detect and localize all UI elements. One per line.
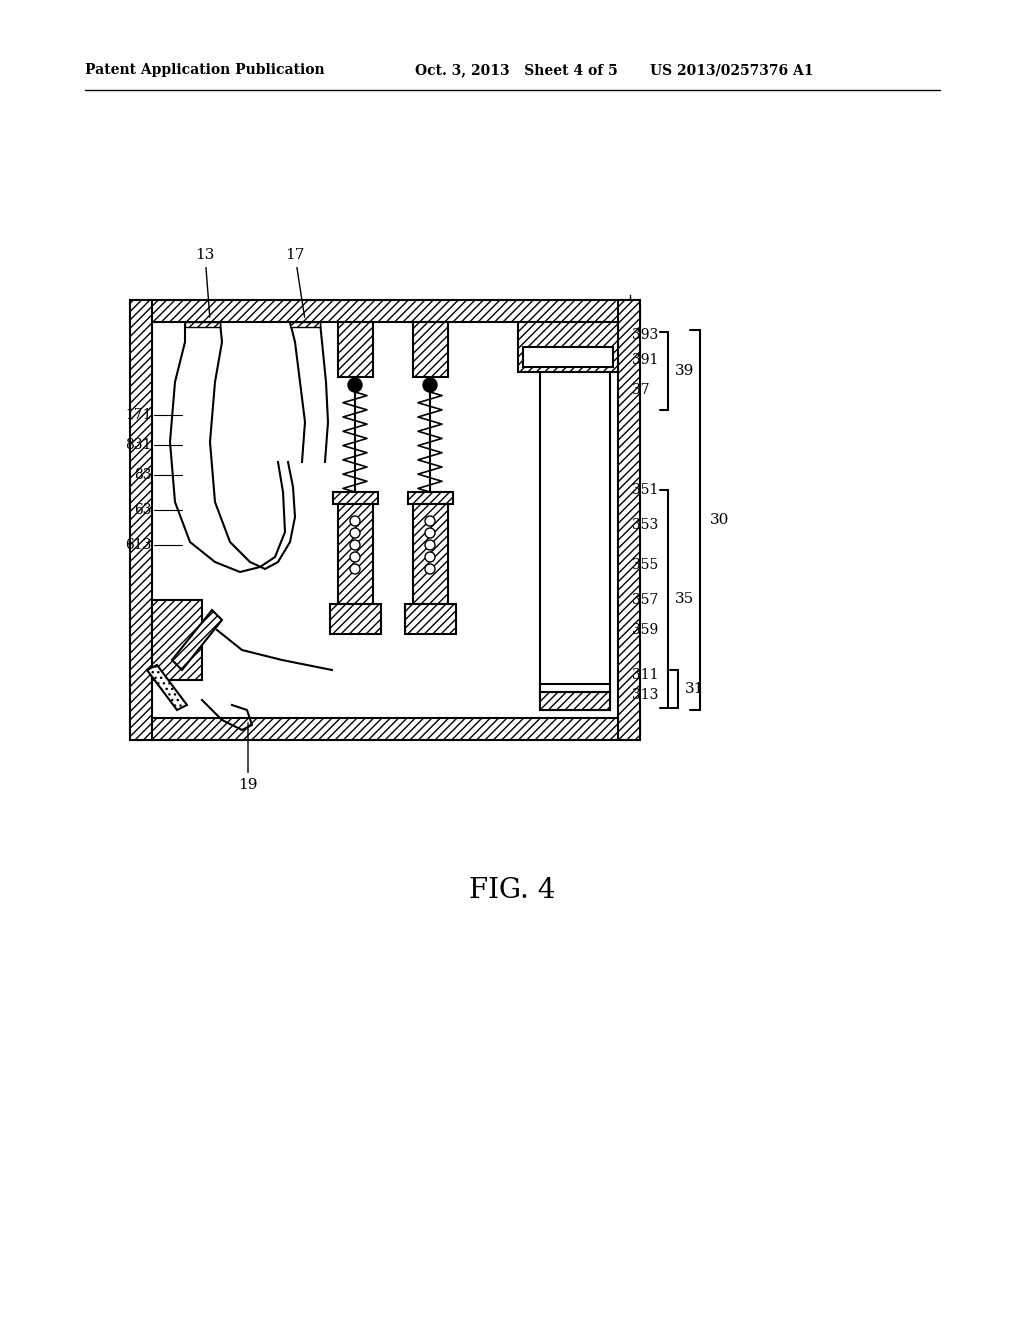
Bar <box>130 300 152 741</box>
Text: 613: 613 <box>126 539 152 552</box>
Circle shape <box>425 564 435 574</box>
Bar <box>540 330 610 710</box>
Circle shape <box>425 540 435 550</box>
Text: FIG. 4: FIG. 4 <box>469 876 555 903</box>
Bar <box>540 684 610 692</box>
Circle shape <box>350 528 360 539</box>
Text: 351: 351 <box>632 483 658 498</box>
Text: Patent Application Publication: Patent Application Publication <box>85 63 325 77</box>
Text: 313: 313 <box>632 688 658 702</box>
Circle shape <box>423 378 437 392</box>
Bar <box>338 322 373 378</box>
Text: 17: 17 <box>286 248 305 317</box>
Text: 31: 31 <box>685 682 705 696</box>
Text: US 2013/0257376 A1: US 2013/0257376 A1 <box>650 63 813 77</box>
Text: 355: 355 <box>632 558 658 572</box>
Text: 30: 30 <box>710 513 729 527</box>
Text: 39: 39 <box>675 364 694 378</box>
Bar <box>290 322 319 327</box>
Text: 171: 171 <box>125 408 152 422</box>
Text: 391: 391 <box>632 352 658 367</box>
Bar <box>333 492 378 504</box>
Text: 311: 311 <box>632 668 658 682</box>
Text: 83: 83 <box>134 469 152 482</box>
Polygon shape <box>147 665 187 710</box>
Text: 13: 13 <box>196 248 215 317</box>
Bar <box>413 504 449 605</box>
Text: Oct. 3, 2013   Sheet 4 of 5: Oct. 3, 2013 Sheet 4 of 5 <box>415 63 617 77</box>
Bar <box>185 322 220 327</box>
Bar <box>130 300 640 322</box>
Text: 353: 353 <box>632 517 658 532</box>
Bar <box>518 322 618 372</box>
Text: 63: 63 <box>134 503 152 517</box>
Bar <box>408 492 453 504</box>
Text: 357: 357 <box>632 593 658 607</box>
Bar <box>330 605 381 634</box>
Circle shape <box>425 516 435 525</box>
Bar <box>413 322 449 378</box>
Circle shape <box>350 552 360 562</box>
Bar <box>540 692 610 710</box>
Text: 831: 831 <box>126 438 152 451</box>
Bar <box>618 300 640 741</box>
Text: 19: 19 <box>239 723 258 792</box>
Text: 359: 359 <box>632 623 658 638</box>
Circle shape <box>350 516 360 525</box>
Text: 35: 35 <box>675 591 694 606</box>
Circle shape <box>350 564 360 574</box>
Bar <box>540 330 610 348</box>
Bar <box>406 605 456 634</box>
Circle shape <box>348 378 362 392</box>
Bar <box>152 322 618 718</box>
Bar <box>338 504 373 605</box>
Text: 393: 393 <box>632 327 658 342</box>
Bar <box>130 718 640 741</box>
Polygon shape <box>172 610 222 671</box>
Bar <box>523 347 613 367</box>
Circle shape <box>425 552 435 562</box>
Circle shape <box>350 540 360 550</box>
Bar <box>152 601 202 680</box>
Circle shape <box>425 528 435 539</box>
Text: 37: 37 <box>632 383 649 397</box>
